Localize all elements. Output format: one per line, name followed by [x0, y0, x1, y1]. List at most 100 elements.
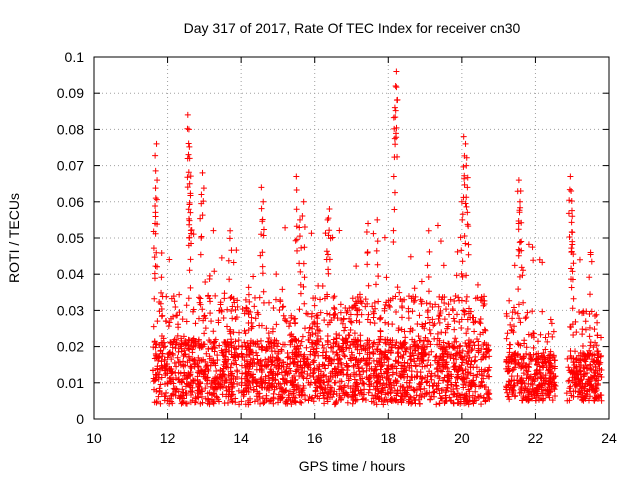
- data-point: [445, 377, 452, 384]
- data-point: [586, 333, 593, 340]
- data-point: [592, 394, 599, 401]
- data-point: [595, 361, 602, 368]
- data-point: [551, 363, 558, 370]
- data-point: [516, 247, 523, 254]
- data-point: [259, 263, 266, 270]
- data-point: [245, 291, 252, 298]
- data-point: [153, 340, 160, 347]
- data-point: [323, 354, 330, 361]
- data-point: [374, 347, 381, 354]
- data-point: [440, 377, 447, 384]
- data-point: [459, 258, 466, 265]
- data-point: [575, 352, 582, 359]
- data-point: [567, 369, 574, 376]
- data-point: [194, 393, 201, 400]
- data-point: [152, 203, 159, 210]
- data-point: [454, 311, 461, 318]
- data-point: [356, 350, 363, 357]
- data-point: [485, 346, 492, 353]
- data-point: [407, 253, 414, 260]
- data-point: [390, 397, 397, 404]
- data-point: [185, 169, 192, 176]
- data-point: [189, 356, 196, 363]
- data-point: [408, 368, 415, 375]
- data-point: [289, 338, 296, 345]
- data-point: [591, 389, 598, 396]
- data-point: [167, 349, 174, 356]
- data-point: [516, 273, 523, 280]
- data-point: [363, 360, 370, 367]
- data-point: [572, 348, 579, 355]
- data-point: [481, 384, 488, 391]
- data-point: [394, 284, 401, 291]
- data-point: [592, 388, 599, 395]
- data-point: [315, 366, 322, 373]
- data-point: [428, 348, 435, 355]
- data-point: [461, 353, 468, 360]
- data-point: [175, 376, 182, 383]
- data-point: [463, 375, 470, 382]
- data-point: [308, 313, 315, 320]
- data-point: [327, 235, 334, 242]
- data-point: [448, 351, 455, 358]
- data-point: [577, 367, 584, 374]
- data-point: [450, 355, 457, 362]
- data-point: [581, 383, 588, 390]
- data-point: [347, 311, 354, 318]
- data-point: [391, 125, 398, 132]
- data-point: [572, 318, 579, 325]
- data-point: [594, 319, 601, 326]
- data-point: [592, 313, 599, 320]
- data-point: [186, 155, 193, 162]
- data-point: [530, 257, 537, 264]
- data-point: [532, 394, 539, 401]
- data-point: [454, 399, 461, 406]
- y-tick-label: 0.04: [57, 266, 84, 282]
- data-point: [311, 365, 318, 372]
- data-point: [435, 315, 442, 322]
- data-point: [436, 375, 443, 382]
- data-point: [312, 330, 319, 337]
- data-point: [433, 353, 440, 360]
- data-point: [550, 375, 557, 382]
- data-point: [290, 359, 297, 366]
- data-point: [583, 308, 590, 315]
- data-point: [594, 348, 601, 355]
- data-point: [438, 343, 445, 350]
- data-point: [333, 398, 340, 405]
- data-points: [149, 68, 605, 408]
- data-point: [179, 394, 186, 401]
- data-point: [221, 374, 228, 381]
- data-point: [316, 363, 323, 370]
- data-point: [377, 366, 384, 373]
- data-point: [244, 351, 251, 358]
- data-point: [382, 336, 389, 343]
- data-point: [424, 362, 431, 369]
- data-point: [440, 339, 447, 346]
- data-point: [205, 292, 212, 299]
- data-point: [380, 380, 387, 387]
- data-point: [154, 177, 161, 184]
- data-point: [465, 401, 472, 408]
- data-point: [410, 299, 417, 306]
- data-point: [337, 309, 344, 316]
- data-point: [317, 309, 324, 316]
- data-point: [333, 335, 340, 342]
- data-point: [392, 342, 399, 349]
- data-point: [373, 346, 380, 353]
- data-point: [235, 337, 242, 344]
- data-point: [518, 238, 525, 245]
- data-point: [459, 273, 466, 280]
- data-point: [187, 209, 194, 216]
- data-point: [370, 350, 377, 357]
- data-point: [430, 322, 437, 329]
- data-point: [547, 351, 554, 358]
- data-point: [313, 312, 320, 319]
- data-point: [247, 340, 254, 347]
- data-point: [468, 347, 475, 354]
- data-point: [342, 324, 349, 331]
- data-point: [398, 314, 405, 321]
- data-point: [509, 355, 516, 362]
- data-point: [204, 374, 211, 381]
- data-point: [366, 374, 373, 381]
